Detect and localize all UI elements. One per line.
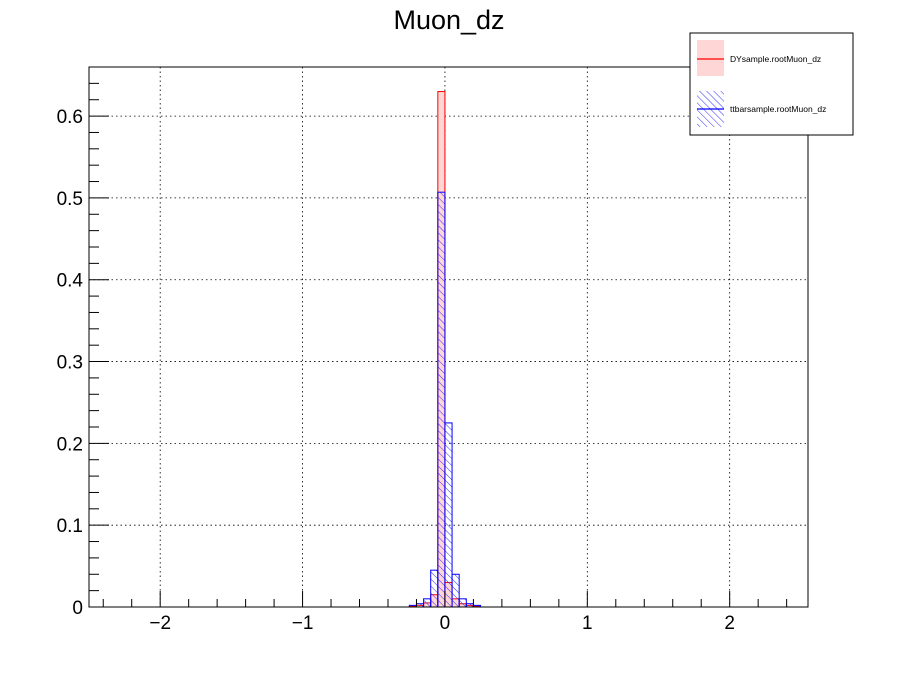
histogram-bar-ttbar xyxy=(423,598,432,608)
x-tick-label: 2 xyxy=(724,613,735,634)
legend-label-ttbar: ttbarsample.rootMuon_dz xyxy=(730,104,826,114)
axes: −2 −1 0 1 2 0 0.1 0.2 0.3 0.4 0.5 0.6 xyxy=(57,67,808,634)
y-tick-label: 0.1 xyxy=(57,516,83,537)
histogram-bar-ttbar xyxy=(444,422,453,608)
y-tick-label: 0.2 xyxy=(57,434,83,455)
x-tick-label: −1 xyxy=(292,613,314,634)
x-tick-label: 1 xyxy=(582,613,593,634)
legend-label-dy: DYsample.rootMuon_dz xyxy=(730,54,821,64)
grid-lines xyxy=(89,67,808,607)
histogram-bar-ttbar xyxy=(451,573,460,608)
legend: DYsample.rootMuon_dz ttbarsample.rootMuo… xyxy=(689,32,854,136)
histogram-bar-ttbar xyxy=(458,598,467,608)
chart-title: Muon_dz xyxy=(393,5,504,35)
y-tick-label: 0.6 xyxy=(57,107,83,128)
y-tick-label: 0.5 xyxy=(57,189,83,210)
x-tick-label: −2 xyxy=(149,613,171,634)
histogram-bar-ttbar xyxy=(430,569,439,608)
legend-swatch-dy xyxy=(697,40,724,76)
x-tick-label: 0 xyxy=(440,613,451,634)
histogram-bar-ttbar xyxy=(437,191,446,608)
y-tick-label: 0 xyxy=(72,598,83,619)
y-tick-label: 0.4 xyxy=(57,271,84,292)
y-tick-label: 0.3 xyxy=(57,353,83,374)
